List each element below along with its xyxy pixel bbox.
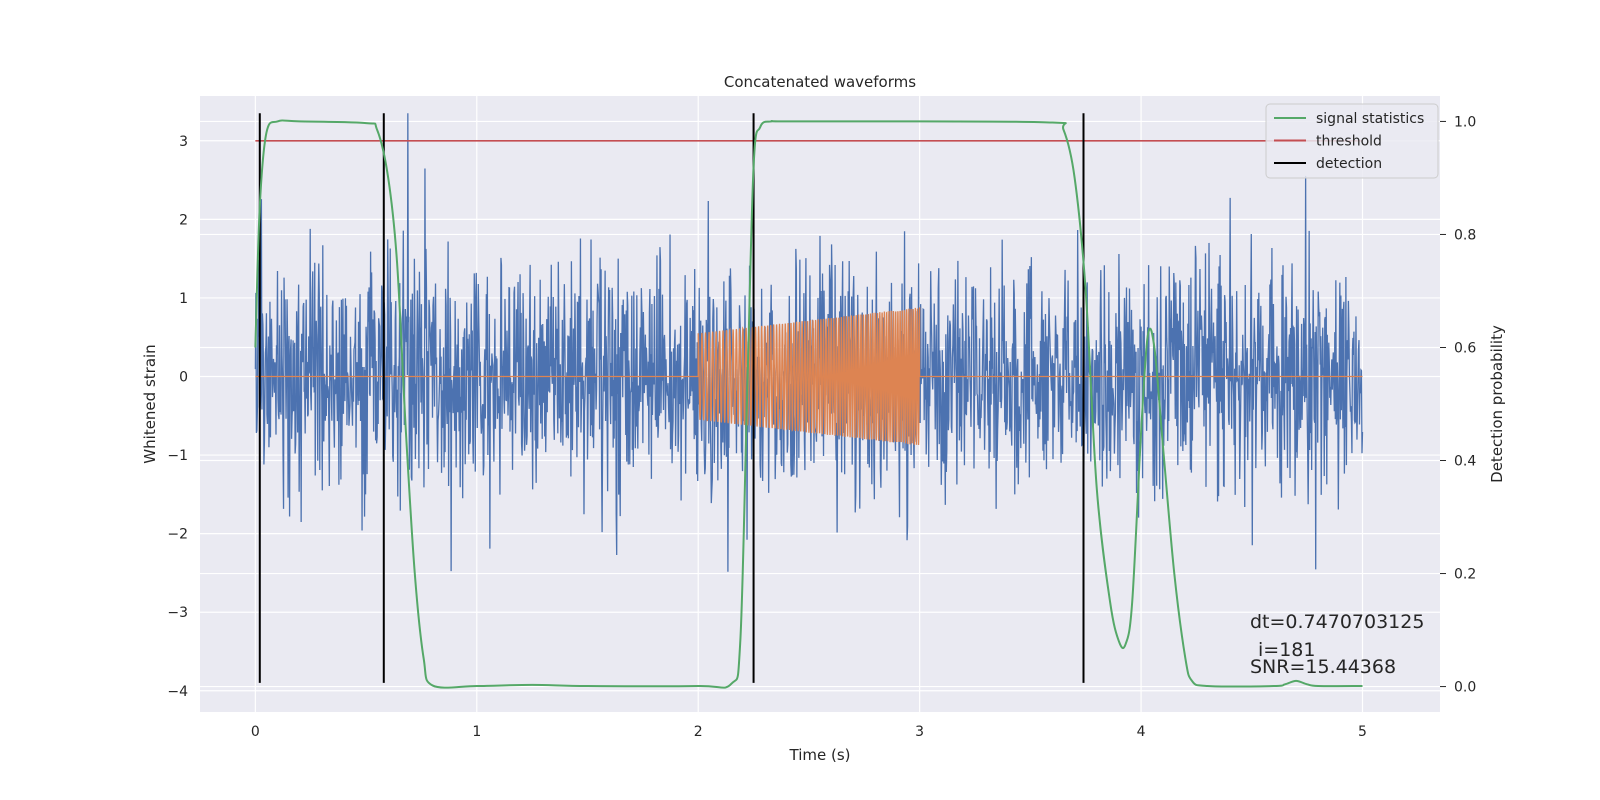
y2-axis-label: Detection probability <box>1488 325 1506 483</box>
y-tick-label: 2 <box>179 212 188 228</box>
signal-statistics-line <box>254 119 1363 689</box>
x-axis-label: Time (s) <box>789 746 851 764</box>
y2-tick-label: 0.6 <box>1454 340 1476 356</box>
x-tick-label: 5 <box>1358 724 1367 740</box>
axes: 0 1 2 3 4 5 −4 −3 −2 −1 0 1 2 3 0.0 0.2 0.4 0.6 0.8 1.0 <box>167 114 1476 740</box>
annotation-dt: dt=0.7470703125 <box>1250 611 1424 633</box>
y-tick-label: 1 <box>179 291 188 307</box>
x-tick-label: 3 <box>915 724 924 740</box>
chart-title: Concatenated waveforms <box>724 73 916 91</box>
y2-tick-label: 0.4 <box>1454 454 1476 470</box>
x-tick-label: 4 <box>1137 724 1146 740</box>
legend-label-threshold: threshold <box>1316 134 1382 150</box>
x-tick-label: 1 <box>472 724 481 740</box>
x-tick-label: 2 <box>694 724 703 740</box>
y-tick-label: −3 <box>167 605 188 621</box>
y-tick-label: −4 <box>167 684 188 700</box>
injected-waveform-line <box>255 307 1363 446</box>
y-tick-label: 0 <box>179 370 188 386</box>
y-tick-label: 3 <box>179 134 188 150</box>
y2-tick-label: 1.0 <box>1454 114 1476 130</box>
annotation-snr: SNR=15.44368 <box>1250 656 1396 678</box>
y2-tick-label: 0.0 <box>1454 680 1476 696</box>
y-axis-label: Whitened strain <box>141 344 159 463</box>
legend-box <box>1265 103 1439 179</box>
y2-tick-label: 0.8 <box>1454 227 1476 243</box>
series-layer <box>254 113 1364 689</box>
legend-label-signal-statistics: signal statistics <box>1316 111 1424 127</box>
annotation-i: i=181 <box>1258 639 1315 661</box>
y-tick-label: −2 <box>167 527 188 543</box>
legend: signal statistics threshold detection <box>1265 103 1439 179</box>
legend-label-detection: detection <box>1316 156 1382 172</box>
x-tick-label: 0 <box>251 724 260 740</box>
y-tick-label: −1 <box>167 448 188 464</box>
y2-tick-label: 0.2 <box>1454 567 1476 583</box>
